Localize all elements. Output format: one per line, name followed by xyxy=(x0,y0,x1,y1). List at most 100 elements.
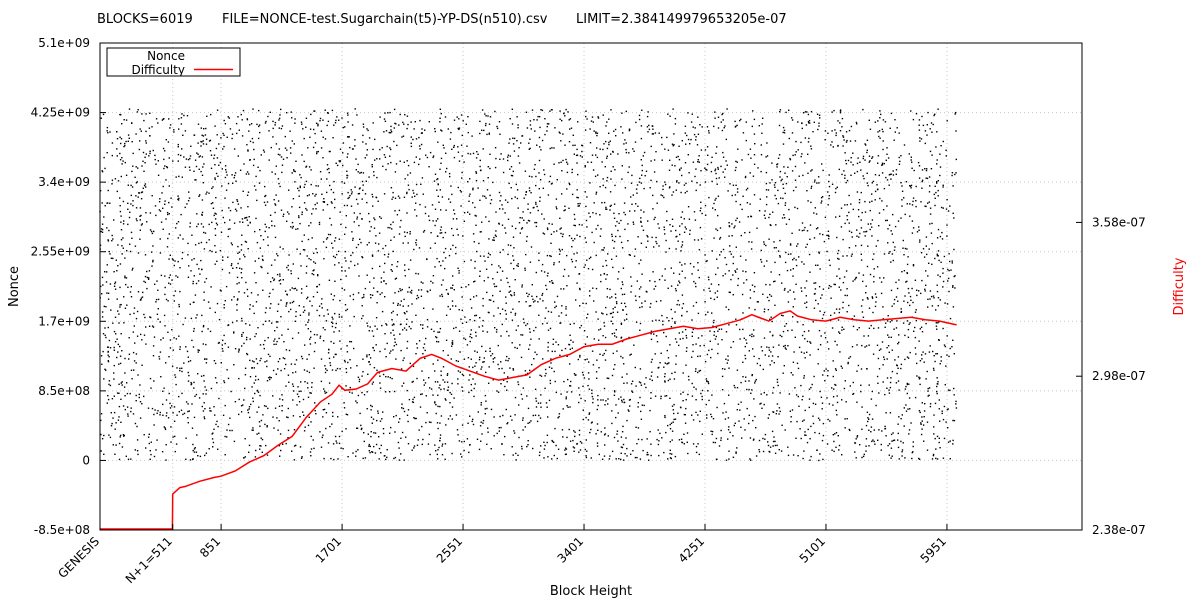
nonce-point xyxy=(218,164,220,166)
nonce-point xyxy=(871,296,873,298)
nonce-point xyxy=(178,305,180,308)
nonce-point xyxy=(373,217,375,219)
nonce-point xyxy=(881,430,883,432)
nonce-point xyxy=(423,229,426,232)
nonce-point xyxy=(119,113,121,116)
nonce-point xyxy=(507,422,509,424)
nonce-point xyxy=(534,414,537,416)
nonce-point xyxy=(571,261,574,263)
nonce-point xyxy=(103,378,105,380)
nonce-point xyxy=(420,143,423,146)
nonce-point xyxy=(640,209,642,211)
nonce-point xyxy=(173,420,176,422)
nonce-point xyxy=(824,337,827,339)
nonce-point xyxy=(144,316,146,319)
nonce-point xyxy=(750,248,753,250)
nonce-point xyxy=(141,223,143,225)
nonce-point xyxy=(597,117,600,119)
nonce-point xyxy=(547,310,550,313)
nonce-point xyxy=(911,161,913,163)
nonce-point xyxy=(100,117,102,119)
nonce-point xyxy=(340,223,342,226)
nonce-point xyxy=(239,267,241,269)
nonce-point xyxy=(516,140,518,142)
nonce-point xyxy=(253,367,255,369)
nonce-point xyxy=(774,186,776,188)
nonce-point xyxy=(243,163,245,165)
nonce-point xyxy=(151,232,154,235)
nonce-point xyxy=(518,301,520,303)
nonce-point xyxy=(743,337,745,339)
nonce-point xyxy=(260,154,262,156)
nonce-point xyxy=(626,382,628,384)
nonce-point xyxy=(249,359,251,362)
nonce-point xyxy=(295,228,297,230)
nonce-point xyxy=(458,440,461,442)
nonce-point xyxy=(420,393,422,396)
nonce-point xyxy=(657,429,659,431)
nonce-point xyxy=(110,309,112,311)
nonce-point xyxy=(664,395,666,397)
nonce-point xyxy=(810,148,813,150)
nonce-point xyxy=(725,411,727,413)
nonce-point xyxy=(824,130,827,132)
nonce-point xyxy=(205,362,208,364)
nonce-point xyxy=(134,245,137,247)
nonce-point xyxy=(826,341,829,343)
nonce-point xyxy=(579,356,581,358)
nonce-point xyxy=(510,187,512,189)
nonce-point xyxy=(938,399,940,401)
nonce-point xyxy=(507,253,509,256)
nonce-point xyxy=(787,446,789,448)
nonce-point xyxy=(527,219,530,222)
nonce-point xyxy=(480,421,482,423)
nonce-point xyxy=(805,306,808,309)
nonce-point xyxy=(955,172,957,174)
nonce-point xyxy=(952,339,954,341)
nonce-point xyxy=(303,160,305,163)
nonce-point xyxy=(540,445,542,447)
nonce-point xyxy=(870,431,872,433)
nonce-point xyxy=(375,317,378,319)
nonce-point xyxy=(157,122,159,124)
nonce-point xyxy=(350,367,352,369)
nonce-point xyxy=(624,139,626,141)
nonce-point xyxy=(168,201,170,204)
nonce-point xyxy=(446,389,449,391)
nonce-point xyxy=(740,234,742,237)
nonce-point xyxy=(887,228,889,230)
nonce-point xyxy=(192,458,194,460)
nonce-point xyxy=(263,405,266,407)
nonce-point xyxy=(281,410,283,412)
nonce-point xyxy=(320,358,323,360)
nonce-point xyxy=(120,239,123,241)
nonce-point xyxy=(414,195,416,197)
nonce-point xyxy=(692,344,694,346)
nonce-point xyxy=(623,211,625,214)
nonce-point xyxy=(240,405,243,407)
nonce-point xyxy=(531,284,533,286)
nonce-point xyxy=(111,183,113,185)
nonce-point xyxy=(915,185,917,188)
nonce-point xyxy=(634,248,637,250)
nonce-point xyxy=(505,408,507,411)
nonce-point xyxy=(352,293,355,296)
nonce-point xyxy=(308,371,311,374)
nonce-point xyxy=(711,433,713,436)
nonce-point xyxy=(689,233,691,235)
nonce-point xyxy=(479,231,481,233)
nonce-point xyxy=(529,305,532,307)
nonce-point xyxy=(618,213,620,215)
nonce-point xyxy=(269,292,271,294)
nonce-point xyxy=(897,423,899,425)
nonce-point xyxy=(782,131,784,134)
nonce-point xyxy=(621,281,623,283)
nonce-point xyxy=(713,334,715,336)
nonce-point xyxy=(133,369,135,371)
nonce-point xyxy=(720,437,722,439)
nonce-point xyxy=(918,119,921,121)
nonce-point xyxy=(765,189,768,191)
nonce-point xyxy=(421,393,423,395)
nonce-point xyxy=(357,394,360,397)
nonce-point xyxy=(605,264,608,267)
